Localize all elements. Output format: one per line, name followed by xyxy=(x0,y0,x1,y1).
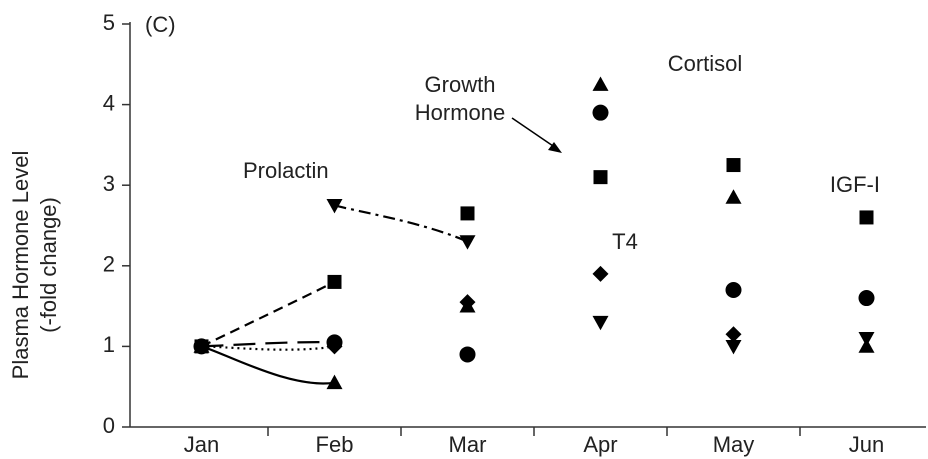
marker xyxy=(726,158,741,173)
y-tick-label: 5 xyxy=(103,10,115,35)
series-label: Prolactin xyxy=(243,158,329,183)
marker xyxy=(592,265,609,282)
series-line xyxy=(201,341,335,348)
label-arrow xyxy=(511,117,557,149)
series-label: T4 xyxy=(612,229,638,254)
x-tick-label: Mar xyxy=(449,432,487,457)
series-line xyxy=(201,280,335,348)
series-line xyxy=(201,345,335,351)
marker xyxy=(326,198,343,214)
marker xyxy=(725,189,742,204)
marker xyxy=(327,274,342,289)
marker xyxy=(592,104,609,121)
y-tick-label: 3 xyxy=(103,171,115,196)
marker xyxy=(193,338,210,355)
marker xyxy=(858,290,875,307)
series-line xyxy=(334,204,468,243)
x-tick-label: Jun xyxy=(849,432,884,457)
marker xyxy=(593,170,608,185)
series-label: IGF-I xyxy=(830,172,880,197)
arrow-head xyxy=(548,142,562,153)
y-tick-label: 2 xyxy=(103,252,115,277)
x-tick-label: Apr xyxy=(583,432,617,457)
y-axis-label: Plasma Hormone Level xyxy=(8,151,33,380)
x-tick-label: May xyxy=(713,432,755,457)
series-line xyxy=(201,345,335,385)
marker xyxy=(592,315,609,331)
marker xyxy=(725,326,742,343)
marker xyxy=(459,346,476,363)
marker xyxy=(859,210,874,225)
x-tick-label: Jan xyxy=(184,432,219,457)
marker xyxy=(326,374,343,390)
marker xyxy=(725,281,742,298)
y-axis-label: (-fold change) xyxy=(36,197,61,333)
x-tick-label: Feb xyxy=(316,432,354,457)
marker xyxy=(858,331,875,347)
marker xyxy=(592,76,609,91)
y-tick-label: 0 xyxy=(103,413,115,438)
y-tick-label: 1 xyxy=(103,332,115,357)
series-label: Cortisol xyxy=(668,51,743,76)
panel-label: (C) xyxy=(145,12,176,37)
series-label-box: Growth Hormone xyxy=(414,72,506,125)
marker xyxy=(725,340,742,355)
marker xyxy=(326,338,343,355)
marker xyxy=(459,294,476,311)
marker xyxy=(460,206,475,221)
series-label: Growth Hormone xyxy=(414,72,506,125)
y-tick-label: 4 xyxy=(103,90,115,115)
marker xyxy=(459,235,476,250)
